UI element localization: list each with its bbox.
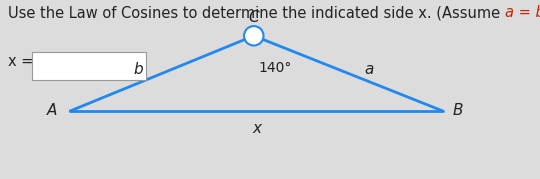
Text: b: b [133,62,143,77]
Text: Use the Law of Cosines to determine the indicated side x. (Assume: Use the Law of Cosines to determine the … [8,5,505,20]
Text: C: C [248,10,259,25]
FancyBboxPatch shape [32,52,146,80]
Text: a: a [364,62,374,77]
Text: x =: x = [8,54,33,69]
Text: a = b = 30.: a = b = 30. [505,5,540,20]
Text: A: A [46,103,57,118]
Text: 140°: 140° [259,61,292,75]
Text: B: B [453,103,463,118]
Text: x: x [252,121,261,136]
Ellipse shape [244,26,264,45]
